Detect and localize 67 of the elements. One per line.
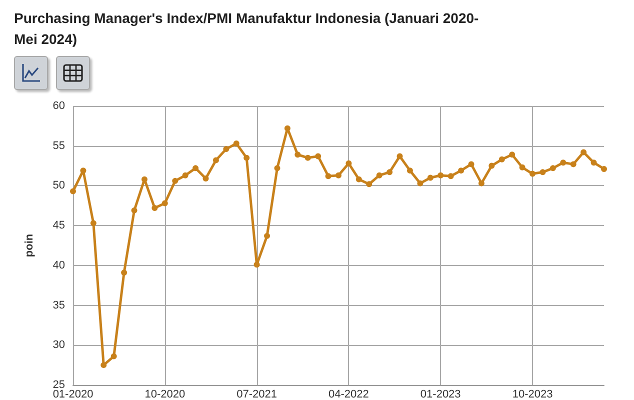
y-tick-label: 60 [52,100,65,112]
y-tick-label: 55 [52,140,65,152]
point [264,232,270,239]
point [366,181,372,188]
point [488,162,495,169]
point [336,172,342,178]
x-tick-label: 01-2023 [420,388,461,400]
point [244,154,250,161]
point [458,168,464,174]
point [70,188,76,194]
point [192,165,199,172]
point [233,140,240,146]
point [406,168,413,174]
point [100,362,107,368]
point [121,270,128,276]
point [212,157,219,164]
point [540,169,546,176]
point [202,176,209,182]
point [498,156,505,162]
point [274,165,280,172]
y-tick-label: 25 [52,379,65,391]
point [448,173,454,180]
point [519,164,526,170]
y-tick-label: 45 [52,220,65,232]
point [427,174,434,181]
point [284,125,290,132]
point [294,152,301,158]
point [131,207,138,214]
point [152,205,158,212]
point [560,160,566,166]
point [376,172,382,178]
x-tick-label: 10-2020 [144,388,186,400]
point [438,172,444,178]
point [254,262,260,268]
point [315,153,322,160]
point [172,178,178,184]
point [550,165,556,172]
point [570,161,576,168]
point [346,160,352,166]
point [509,152,516,158]
point [601,166,607,172]
point [110,353,117,360]
point [590,160,597,166]
point [396,153,403,160]
point [356,176,362,182]
point [90,220,96,226]
point [162,200,168,206]
point [325,173,332,180]
y-axis-title: poin [24,234,36,258]
point [580,149,587,156]
y-tick-label: 30 [52,339,65,352]
y-tick-label: 40 [52,259,65,272]
point [223,146,230,152]
x-tick-label: 07-2021 [236,388,277,400]
point [478,180,484,186]
point [530,170,536,177]
point [304,154,311,161]
x-tick-label: 01-2020 [52,388,94,400]
chart-title: Purchasing Manager's Index/PMI Manufaktur Indonesia (Januari 2020-Mei 2024) [14,9,480,49]
y-tick-label: 50 [52,180,65,192]
point [417,180,424,186]
y-tick-label: 35 [52,299,65,312]
x-tick-label: 04-2022 [328,388,369,400]
point [386,169,393,176]
point [468,161,474,168]
point [182,172,188,178]
x-tick-label: 10-2023 [512,388,553,400]
